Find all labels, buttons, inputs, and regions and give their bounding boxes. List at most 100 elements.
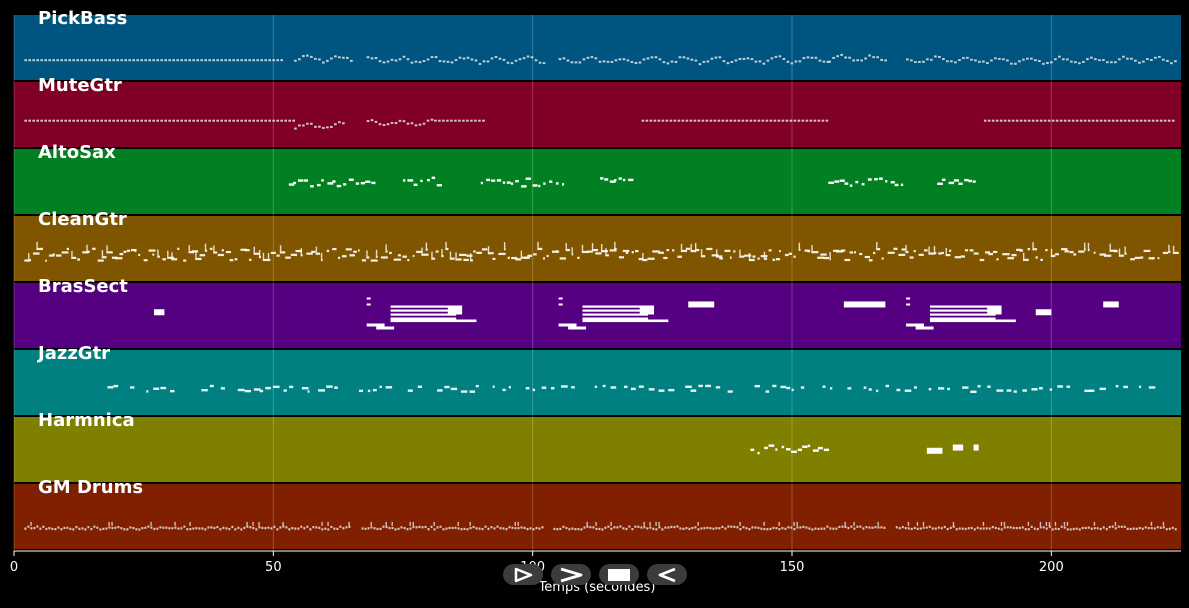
note bbox=[772, 258, 776, 261]
note bbox=[167, 250, 169, 257]
note bbox=[36, 525, 39, 528]
note-segment bbox=[906, 55, 1177, 65]
play-button[interactable] bbox=[503, 564, 543, 585]
note bbox=[966, 56, 969, 59]
track-band-cleangtr bbox=[14, 216, 1181, 281]
note bbox=[382, 525, 385, 528]
note bbox=[262, 258, 269, 262]
note bbox=[1134, 59, 1137, 62]
note bbox=[1134, 256, 1141, 259]
note bbox=[1000, 528, 1003, 531]
note-segment bbox=[24, 119, 295, 122]
note bbox=[294, 127, 297, 130]
note bbox=[92, 59, 95, 62]
note bbox=[315, 246, 318, 253]
note bbox=[207, 526, 210, 529]
note bbox=[1040, 258, 1043, 261]
note bbox=[577, 528, 580, 531]
note bbox=[462, 57, 466, 60]
note bbox=[1093, 251, 1096, 254]
note bbox=[998, 57, 1001, 60]
note bbox=[818, 59, 822, 62]
note bbox=[642, 258, 648, 262]
note bbox=[715, 527, 718, 530]
note bbox=[549, 180, 553, 183]
note bbox=[108, 521, 110, 526]
note bbox=[847, 526, 850, 530]
note bbox=[1003, 119, 1007, 122]
note bbox=[412, 525, 415, 529]
note bbox=[856, 525, 859, 528]
note bbox=[213, 251, 218, 254]
note bbox=[183, 525, 186, 528]
note bbox=[505, 527, 508, 531]
note bbox=[412, 254, 415, 258]
note bbox=[706, 526, 709, 529]
note bbox=[1138, 526, 1141, 530]
note bbox=[1030, 57, 1033, 60]
note bbox=[1144, 526, 1147, 529]
note bbox=[80, 59, 83, 62]
note bbox=[475, 384, 479, 388]
note bbox=[253, 388, 261, 391]
note bbox=[721, 525, 724, 528]
note bbox=[695, 248, 700, 252]
note bbox=[685, 527, 688, 530]
note bbox=[801, 119, 805, 122]
note bbox=[595, 527, 598, 531]
note bbox=[808, 527, 811, 530]
note bbox=[276, 119, 279, 122]
note bbox=[703, 527, 706, 530]
note bbox=[958, 59, 961, 62]
note bbox=[514, 59, 518, 62]
note bbox=[643, 521, 645, 526]
rewind-button[interactable] bbox=[647, 564, 687, 585]
note bbox=[45, 527, 48, 531]
note bbox=[1159, 119, 1163, 122]
note bbox=[913, 526, 916, 530]
note bbox=[804, 249, 810, 252]
note bbox=[244, 249, 250, 252]
note bbox=[910, 59, 913, 62]
note bbox=[693, 119, 697, 122]
note bbox=[366, 120, 370, 123]
note bbox=[807, 444, 811, 448]
forward-button[interactable] bbox=[551, 564, 591, 585]
note bbox=[905, 250, 909, 254]
note bbox=[823, 448, 830, 452]
note bbox=[582, 309, 649, 312]
note bbox=[82, 251, 89, 254]
note bbox=[390, 121, 394, 124]
note bbox=[862, 527, 865, 530]
note bbox=[1034, 59, 1037, 62]
note bbox=[763, 257, 768, 260]
note bbox=[1131, 119, 1135, 122]
note bbox=[618, 256, 624, 259]
stop-button[interactable] bbox=[599, 564, 639, 585]
note bbox=[482, 119, 485, 122]
note bbox=[36, 247, 43, 251]
note bbox=[374, 120, 378, 123]
note bbox=[748, 528, 751, 531]
note bbox=[630, 61, 634, 64]
note bbox=[1146, 58, 1149, 61]
note bbox=[690, 389, 697, 392]
note bbox=[318, 526, 321, 529]
note-segment bbox=[688, 301, 715, 308]
note bbox=[414, 124, 418, 127]
note bbox=[590, 56, 594, 59]
note bbox=[397, 254, 401, 257]
note bbox=[1087, 248, 1090, 252]
note bbox=[706, 247, 713, 251]
note bbox=[626, 59, 630, 62]
note bbox=[532, 184, 538, 187]
note bbox=[872, 56, 875, 59]
note bbox=[973, 528, 976, 531]
note bbox=[905, 244, 907, 251]
note bbox=[521, 185, 527, 188]
note bbox=[602, 60, 606, 63]
note bbox=[1050, 254, 1056, 258]
note bbox=[565, 242, 567, 249]
note bbox=[541, 386, 547, 389]
note bbox=[558, 58, 562, 61]
